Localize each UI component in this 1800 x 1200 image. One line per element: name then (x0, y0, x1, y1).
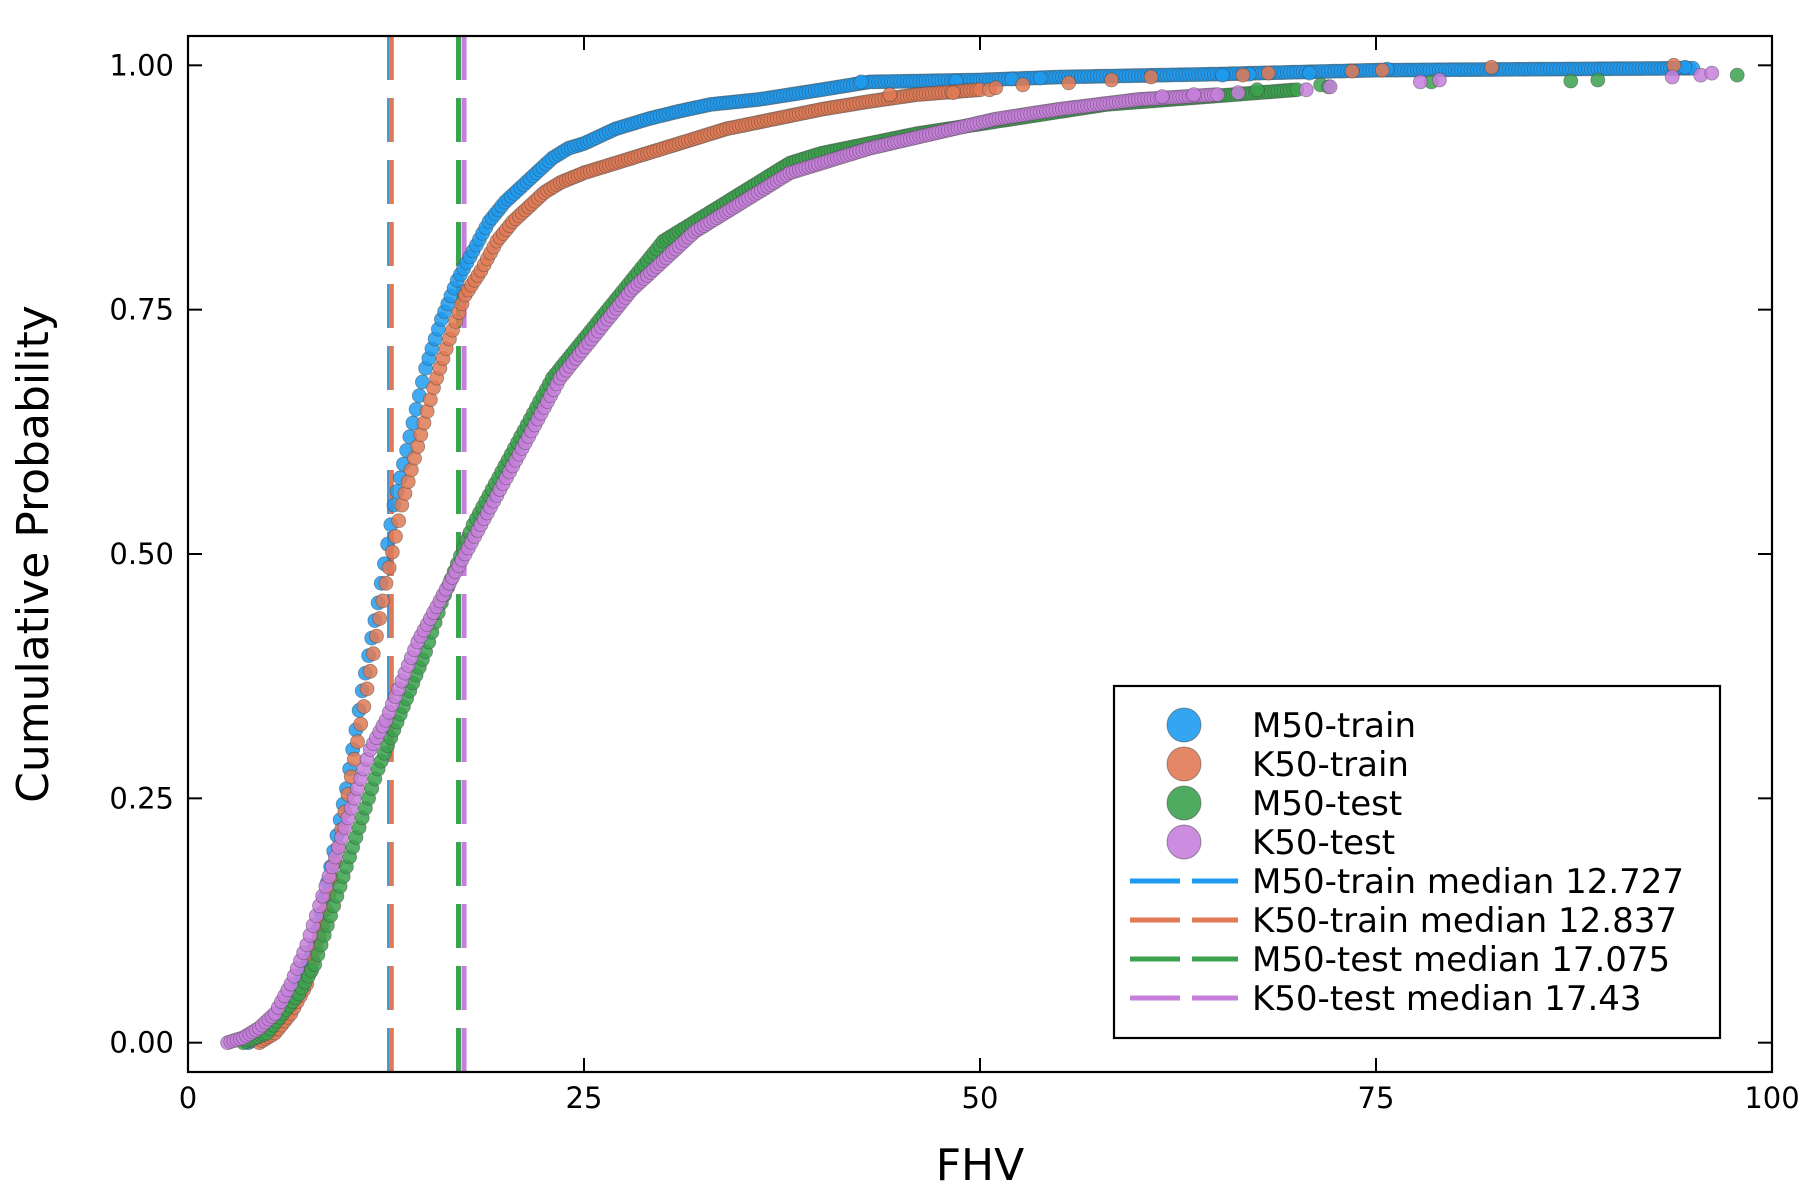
outlier-point (1704, 65, 1720, 81)
data-point (375, 593, 391, 609)
legend-label: M50-test median 17.075 (1252, 940, 1670, 980)
legend-marker (1166, 746, 1202, 782)
series-K50-test (220, 65, 1720, 1051)
legend-box (1112, 684, 1722, 1040)
outlier-point (1484, 59, 1499, 75)
legend-marker (1166, 707, 1202, 743)
data-point (372, 611, 388, 626)
data-point (365, 646, 381, 662)
outlier-point (1374, 62, 1390, 78)
outlier-point (1563, 73, 1579, 89)
data-point (356, 699, 372, 714)
data-point (378, 575, 394, 591)
scatter-points-layer (220, 57, 1745, 1051)
outlier-point (1260, 65, 1276, 81)
outlier-point (1302, 65, 1317, 81)
outlier-point (1413, 74, 1428, 90)
y-tick-label: 1.00 (109, 48, 174, 82)
data-point (391, 513, 407, 529)
legend-label: K50-test (1252, 823, 1395, 863)
legend: M50-trainK50-trainM50-testK50-testM50-tr… (1112, 684, 1722, 1040)
data-point (359, 681, 375, 697)
data-point (384, 544, 400, 560)
outlier-point (1154, 89, 1170, 104)
data-point (369, 628, 384, 644)
y-tick-label: 0.75 (109, 293, 174, 327)
data-point (350, 734, 365, 750)
outlier-point (1143, 69, 1159, 85)
legend-label: M50-test (1252, 784, 1402, 824)
data-point (353, 716, 369, 732)
outlier-point (1230, 85, 1246, 101)
x-axis-title: FHV (936, 1140, 1025, 1191)
y-tick-label: 0.00 (109, 1026, 174, 1060)
legend-label: K50-test median 17.43 (1252, 979, 1642, 1019)
axis-ticks-layer: 0 25 50 75 100 0.00 0.25 0.50 0.75 1.00 (109, 36, 1800, 1115)
outlier-point (853, 74, 869, 90)
x-tick-label: 75 (1358, 1081, 1395, 1115)
outlier-point (1344, 63, 1360, 79)
y-tick-label: 0.25 (109, 781, 174, 815)
outlier-point (1664, 69, 1680, 85)
outlier-point (1249, 82, 1265, 98)
outlier-point (1215, 67, 1230, 83)
x-tick-label: 100 (1744, 1081, 1799, 1115)
legend-marker (1166, 824, 1202, 860)
outlier-point (1015, 77, 1031, 93)
data-point (362, 663, 378, 679)
outlier-point (1235, 67, 1251, 83)
outlier-point (988, 80, 1004, 96)
y-tick-label: 0.50 (109, 537, 174, 571)
outlier-point (1186, 87, 1202, 102)
x-tick-label: 0 (179, 1081, 197, 1115)
data-point (1210, 87, 1225, 103)
y-axis-title: Cumulative Probability (8, 305, 59, 803)
outlier-point (1590, 72, 1606, 88)
data-point (381, 560, 397, 576)
outlier-point (1061, 75, 1077, 91)
x-tick-label: 25 (566, 1081, 603, 1115)
outlier-point (1298, 82, 1314, 98)
outlier-point (1032, 70, 1048, 86)
outlier-point (1432, 72, 1447, 88)
legend-label: M50-train (1252, 706, 1416, 746)
outlier-point (1322, 79, 1338, 95)
outlier-point (882, 87, 898, 102)
outlier-point (1729, 67, 1745, 83)
legend-label: K50-train (1252, 745, 1409, 785)
legend-label: K50-train median 12.837 (1252, 901, 1677, 941)
data-point (388, 529, 403, 544)
legend-marker (1166, 785, 1202, 821)
x-tick-label: 50 (962, 1081, 999, 1115)
outlier-point (1104, 72, 1119, 88)
outlier-point (945, 85, 961, 101)
legend-label: M50-train median 12.727 (1252, 862, 1684, 902)
